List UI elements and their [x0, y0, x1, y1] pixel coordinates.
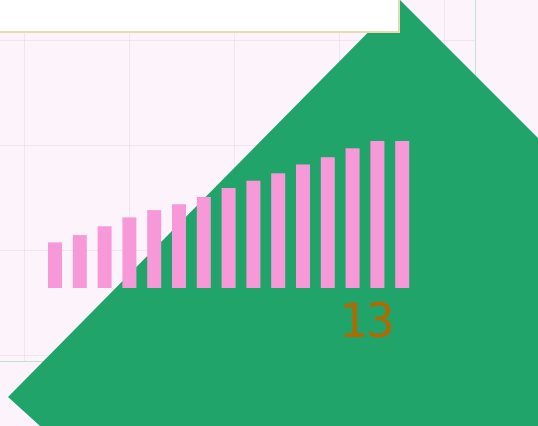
- bar: [122, 217, 137, 288]
- bar: [345, 148, 360, 288]
- bar: [147, 210, 162, 288]
- bar: [196, 196, 211, 288]
- bar: [370, 141, 385, 288]
- bar: [221, 188, 236, 288]
- bar: [271, 173, 286, 288]
- bar: [395, 141, 410, 288]
- bar: [72, 235, 87, 288]
- counter-label: 13: [339, 294, 395, 349]
- bar: [48, 242, 62, 288]
- bar: [320, 157, 335, 288]
- bar: [172, 204, 186, 288]
- bar: [97, 226, 112, 288]
- bar: [246, 180, 261, 288]
- bar: [296, 164, 310, 288]
- top-card: [0, 0, 400, 33]
